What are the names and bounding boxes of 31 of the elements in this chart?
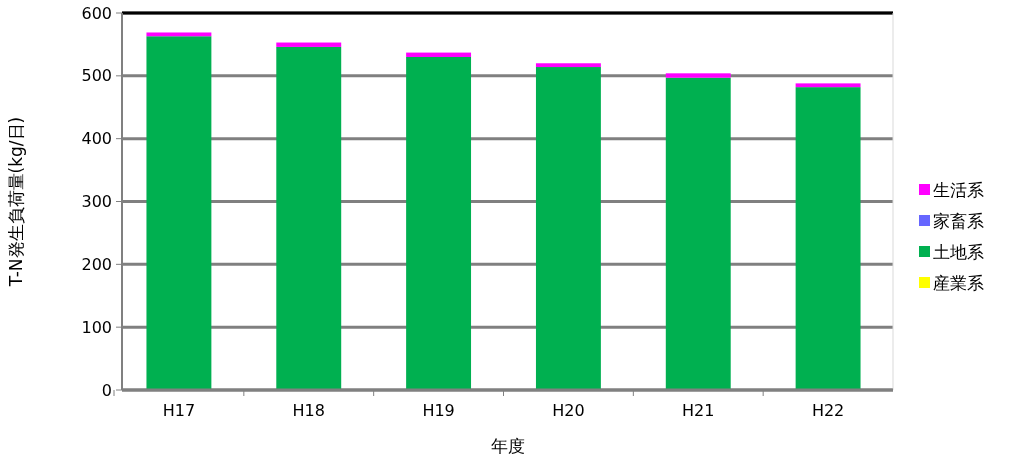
bar bbox=[146, 32, 212, 37]
y-tick-label: 500 bbox=[81, 66, 112, 86]
y-tick-label: 400 bbox=[81, 129, 112, 149]
bar bbox=[665, 73, 731, 78]
legend-label: 家畜系 bbox=[933, 210, 984, 231]
y-axis-title: T-N発生負荷量(kg/日) bbox=[6, 116, 26, 288]
y-tick-label: 0 bbox=[101, 380, 112, 400]
x-tick-label: H22 bbox=[811, 401, 845, 420]
bar bbox=[146, 36, 212, 390]
x-tick-label: H20 bbox=[552, 401, 585, 420]
legend-label: 生活系 bbox=[933, 179, 984, 200]
bar bbox=[406, 56, 472, 390]
y-tick-label: 100 bbox=[81, 317, 112, 337]
x-tick-label: H21 bbox=[682, 401, 715, 420]
y-tick-label: 200 bbox=[81, 254, 112, 274]
bar bbox=[406, 52, 472, 57]
x-tick-label: H17 bbox=[162, 401, 196, 420]
bar bbox=[665, 77, 731, 390]
bar bbox=[276, 42, 342, 47]
x-tick-label: H19 bbox=[422, 401, 455, 420]
legend-label: 産業系 bbox=[933, 272, 984, 293]
x-axis-title: 年度 bbox=[490, 436, 525, 456]
y-tick-label: 300 bbox=[81, 192, 112, 212]
bar bbox=[535, 67, 601, 390]
bar bbox=[795, 87, 861, 390]
x-tick-label: H18 bbox=[292, 401, 325, 420]
y-tick-label: 600 bbox=[81, 3, 112, 23]
legend-label: 土地系 bbox=[933, 241, 984, 262]
bar bbox=[535, 63, 601, 68]
bar bbox=[276, 46, 342, 390]
bar bbox=[795, 83, 861, 88]
